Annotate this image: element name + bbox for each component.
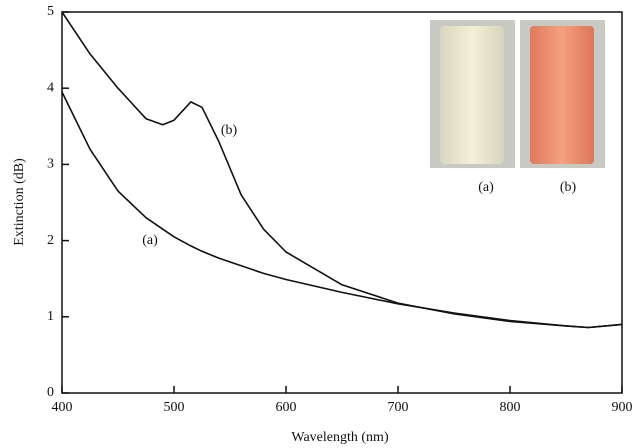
y-tick-label: 2 (47, 233, 54, 248)
inset-label: (a) (478, 180, 494, 195)
y-tick-label: 3 (47, 157, 54, 172)
inset-photos (430, 20, 605, 168)
y-tick-label: 0 (47, 385, 54, 400)
inset-label: (b) (560, 180, 577, 195)
series-label: (a) (142, 233, 158, 248)
series-label: (b) (221, 123, 238, 138)
x-tick-label: 400 (52, 400, 73, 415)
x-axis-label: Wavelength (nm) (291, 430, 389, 445)
cuvette-a (440, 26, 504, 164)
curve (61, 11, 623, 329)
x-tick-label: 700 (388, 400, 409, 415)
plot-frame (61, 11, 623, 394)
x-tick-label: 600 (276, 400, 297, 415)
y-tick-label: 1 (47, 309, 54, 324)
cuvette-b (530, 26, 594, 164)
y-axis-label: Extinction (dB) (12, 158, 27, 246)
x-tick-label: 500 (164, 400, 185, 415)
x-tick-label: 800 (500, 400, 521, 415)
y-tick-label: 5 (47, 4, 54, 19)
y-tick-label: 4 (47, 80, 54, 95)
x-tick-label: 900 (612, 400, 633, 415)
